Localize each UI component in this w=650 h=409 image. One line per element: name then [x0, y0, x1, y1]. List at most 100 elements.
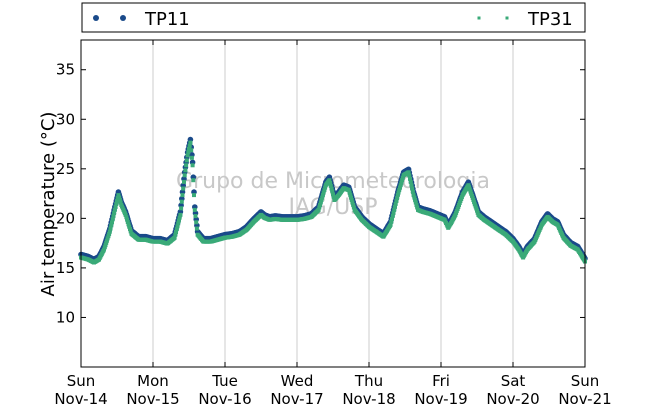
data-point-tp31	[410, 189, 415, 194]
data-point-tp31	[102, 245, 107, 250]
data-point-tp31	[391, 210, 396, 215]
data-point-tp31	[117, 195, 122, 200]
data-point-tp31	[104, 238, 109, 243]
x-tick-label-date: Nov-16	[198, 390, 251, 408]
data-point-tp31	[189, 148, 194, 153]
data-point-tp31	[128, 229, 133, 234]
data-point-tp31	[330, 189, 335, 194]
y-ticks: 10 15 20 25 30 35	[56, 61, 585, 326]
data-point-tp31	[182, 173, 187, 178]
data-point-tp31	[346, 188, 351, 193]
data-point-tp31	[174, 227, 179, 232]
data-point-tp31	[400, 178, 405, 183]
x-tick-label-day: Sat	[501, 372, 526, 390]
data-point-tp31	[320, 195, 325, 200]
data-point-tp31	[348, 193, 353, 198]
data-point-tp31	[349, 198, 354, 202]
data-point-tp31	[328, 181, 333, 185]
data-point-tp31	[396, 190, 401, 195]
x-tick-label-date: Nov-19	[414, 390, 467, 408]
data-point-tp31	[472, 202, 477, 207]
data-point-tp31	[467, 187, 472, 192]
data-point-tp31	[350, 200, 355, 205]
data-point-tp31	[174, 230, 178, 234]
data-point-tp31	[410, 186, 415, 191]
data-point-tp31	[177, 215, 182, 220]
x-tick-label-date: Nov-15	[126, 390, 179, 408]
data-point-tp31	[111, 214, 116, 219]
plot-border	[80, 39, 586, 368]
data-point-tp31	[102, 247, 106, 252]
data-point-tp31	[318, 203, 322, 207]
x-tick-label-day: Mon	[137, 372, 169, 390]
data-point-tp31	[188, 140, 193, 145]
data-point-tp31	[390, 216, 394, 221]
data-point-tp31	[110, 217, 115, 222]
data-point-tp31	[347, 190, 352, 195]
data-point-tp31	[107, 232, 112, 236]
data-point-tp31	[109, 223, 114, 228]
legend-label-tp31: TP31	[527, 9, 573, 30]
data-point-tp31	[180, 193, 185, 198]
data-point-tp31	[475, 210, 480, 215]
data-point-tp31	[393, 202, 398, 206]
x-tick-label-day: Sun	[571, 372, 600, 390]
data-point-tp31	[412, 195, 417, 200]
data-point-tp31	[110, 220, 114, 225]
data-point-tp31	[470, 193, 474, 198]
data-point-tp31	[107, 229, 112, 234]
data-point-tp31	[397, 188, 402, 193]
data-point-tp31	[112, 207, 117, 212]
data-point-tp31	[175, 224, 180, 229]
data-point-tp31	[414, 203, 419, 207]
data-point-tp31	[128, 227, 132, 231]
x-tick-label-date: Nov-18	[342, 390, 395, 408]
data-point-tp31	[104, 240, 109, 245]
data-point-tp31	[116, 193, 121, 198]
data-point-tp31	[392, 205, 397, 209]
plot-frame	[81, 40, 585, 367]
data-point-tp31	[388, 222, 393, 227]
legend-label-tp11: TP11	[144, 9, 190, 30]
data-point-tp31	[118, 200, 123, 205]
data-point-tp31	[190, 163, 195, 168]
data-point-tp31	[105, 236, 110, 241]
data-point-tp31	[394, 199, 399, 203]
data-point-tp31	[468, 189, 473, 194]
legend-marker-tp31	[477, 16, 481, 20]
data-point-tp31	[123, 212, 128, 217]
data-point-tp31	[108, 226, 113, 231]
data-point-tp31	[186, 150, 191, 155]
data-point-tp31	[192, 193, 196, 198]
y-tick-label: 15	[56, 259, 75, 277]
x-ticks: SunNov-14MonNov-15TueNov-16WedNov-17ThuN…	[54, 40, 612, 408]
legend-marker-tp31	[505, 16, 509, 20]
data-point-tp31	[114, 202, 119, 206]
x-tick-label-day: Wed	[281, 372, 314, 390]
data-point-tp31	[395, 193, 400, 198]
data-point-tp31	[103, 243, 108, 248]
data-point-tp31	[172, 235, 177, 240]
legend-box	[81, 2, 586, 33]
data-point-tp31	[187, 143, 192, 148]
data-point-tp31	[316, 207, 321, 212]
data-point-tp31	[471, 198, 476, 202]
x-tick-label-day: Fri	[432, 372, 450, 390]
data-point-tp31	[474, 206, 479, 211]
x-tick-label-date: Nov-17	[270, 390, 323, 408]
data-point-tp31	[318, 200, 323, 205]
data-point-tp31	[409, 183, 414, 188]
data-point-tp31	[173, 232, 178, 237]
data-point-tp31	[178, 212, 183, 217]
data-point-tp31	[322, 188, 327, 193]
data-point-tp31	[183, 168, 188, 173]
data-point-tp31	[194, 220, 199, 225]
data-point-tp31	[321, 190, 326, 195]
data-point-tp31	[408, 180, 413, 185]
data-point-tp31	[125, 217, 130, 222]
data-point-tp31	[351, 205, 356, 210]
data-point-tp31	[466, 183, 471, 188]
x-tick-label-day: Tue	[211, 372, 238, 390]
data-point-tp31	[392, 207, 397, 212]
data-point-tp31	[415, 205, 420, 210]
